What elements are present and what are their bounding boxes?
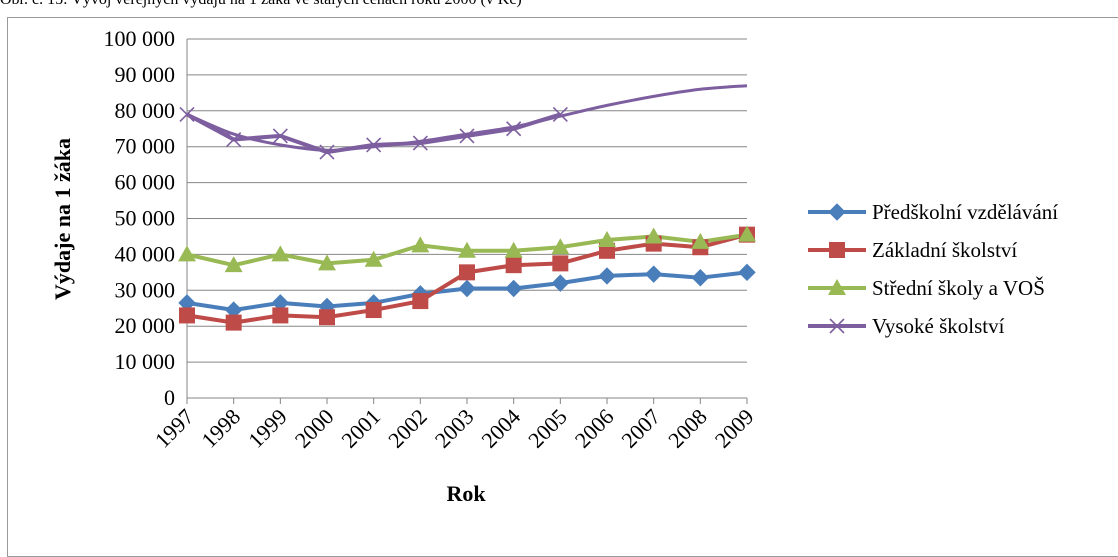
- x-tick-label: 2000: [290, 404, 339, 453]
- trendline-vysoke-skolstvi: [186, 84, 748, 152]
- legend-marker: [829, 242, 845, 258]
- series-2-point: [738, 225, 756, 242]
- series-1-point: [459, 264, 475, 281]
- x-tick-label: 1999: [243, 404, 292, 453]
- x-tick-label: 2001: [336, 404, 385, 453]
- figure-caption: Obr. č. 15: Vývoj veřejných výdajů na 1 …: [0, 0, 522, 9]
- y-tick-label: 50 000: [115, 206, 176, 231]
- x-axis-ticks: 1997199819992000200120022003200420052006…: [150, 404, 759, 453]
- y-tick-label: 40 000: [115, 241, 176, 266]
- series-2-point: [178, 245, 196, 262]
- series-1-point: [505, 257, 522, 274]
- x-tick-label: 1998: [196, 404, 245, 453]
- legend-label: Předškolní vzdělávání: [872, 200, 1058, 224]
- series-0-point: [504, 279, 523, 298]
- series-3-point: [179, 106, 195, 122]
- series-2-point: [271, 245, 290, 262]
- series-2-point: [458, 241, 476, 258]
- series-1-point: [179, 307, 195, 324]
- y-tick-label: 70 000: [115, 134, 176, 159]
- x-tick-label: 2004: [476, 404, 525, 453]
- legend-label: Střední školy a VOŠ: [872, 276, 1045, 300]
- series-3-point: [226, 131, 242, 148]
- legend-marker: [829, 318, 845, 334]
- legend-item: Předškolní vzdělávání: [808, 200, 1058, 224]
- series-3-point: [272, 128, 288, 144]
- series-0-point: [598, 267, 616, 285]
- series-0-point: [691, 269, 710, 287]
- series-2-point: [318, 254, 336, 271]
- series-1-point: [272, 307, 289, 324]
- x-marker-stroke: [459, 128, 475, 144]
- x-marker-stroke: [272, 128, 288, 144]
- x-tick-label: 1997: [150, 404, 199, 453]
- series-2-point: [691, 232, 710, 249]
- series-2-point: [551, 238, 570, 255]
- legend-label: Základní školství: [872, 238, 1017, 262]
- x-marker-stroke: [366, 137, 382, 153]
- series-2-point: [411, 236, 430, 253]
- series-markers: [178, 106, 756, 331]
- x-tick-label: 2008: [663, 404, 712, 453]
- axes: [186, 39, 748, 404]
- series-0-point: [458, 279, 476, 298]
- x-marker-stroke: [506, 121, 522, 137]
- y-tick-label: 80 000: [115, 98, 176, 123]
- y-axis-title: Výdaje na 1 žáka: [50, 138, 75, 300]
- y-axis-ticks: 0 10 000 20 000 30 000 40 000 50 000 60 000 70 …: [104, 26, 176, 410]
- x-marker-stroke: [179, 106, 195, 122]
- series-2-point: [598, 231, 616, 248]
- line-chart: 0 10 000 20 000 30 000 40 000 50 000 60 000 70 …: [50, 26, 1058, 506]
- y-tick-label: 90 000: [115, 62, 176, 87]
- x-marker-stroke: [319, 144, 335, 160]
- series-3-point: [506, 121, 522, 137]
- x-axis-title: Rok: [446, 481, 486, 506]
- series-2-point: [224, 256, 243, 273]
- series-2-point: [364, 250, 383, 267]
- y-tick-label: 0: [164, 385, 175, 410]
- y-tick-label: 20 000: [115, 313, 176, 338]
- x-tick-label: 2007: [616, 404, 665, 453]
- x-marker-stroke: [552, 106, 568, 122]
- series-0-point: [644, 265, 663, 283]
- series-0-point: [738, 263, 756, 282]
- y-tick-label: 100 000: [104, 26, 176, 51]
- legend-item: Vysoké školství: [808, 314, 1005, 338]
- legend-label: Vysoké školství: [872, 314, 1005, 338]
- legend-item: Střední školy a VOŠ: [808, 276, 1045, 300]
- x-tick-label: 2009: [710, 404, 759, 453]
- x-marker-stroke: [412, 135, 428, 151]
- x-marker-stroke: [226, 131, 242, 148]
- y-tick-label: 30 000: [115, 277, 176, 302]
- series-0-point: [551, 274, 570, 292]
- legend-marker: [828, 203, 846, 221]
- series-1-point: [412, 293, 429, 310]
- series-1-point: [552, 255, 569, 272]
- series-3-point: [366, 137, 382, 153]
- x-marker-stroke: [829, 318, 845, 334]
- legend-marker: [828, 279, 846, 295]
- series-1-point: [365, 302, 382, 319]
- y-tick-label: 60 000: [115, 170, 176, 195]
- series-2-point: [644, 227, 663, 244]
- series-3-point: [412, 135, 428, 151]
- series-3-point: [552, 106, 568, 122]
- legend: Předškolní vzdělávání Základní školství St…: [808, 200, 1058, 338]
- gridlines: [187, 38, 747, 363]
- series-1-point: [319, 309, 335, 326]
- x-tick-label: 2002: [383, 404, 432, 453]
- x-tick-label: 2003: [430, 404, 479, 453]
- series-1-point: [225, 314, 242, 331]
- x-tick-label: 2006: [570, 404, 619, 453]
- y-tick-label: 10 000: [115, 349, 176, 374]
- series-3-point: [459, 128, 475, 144]
- x-tick-label: 2005: [523, 404, 572, 453]
- series-2-point: [504, 241, 523, 258]
- series-3-point: [319, 144, 335, 160]
- legend-item: Základní školství: [808, 238, 1017, 262]
